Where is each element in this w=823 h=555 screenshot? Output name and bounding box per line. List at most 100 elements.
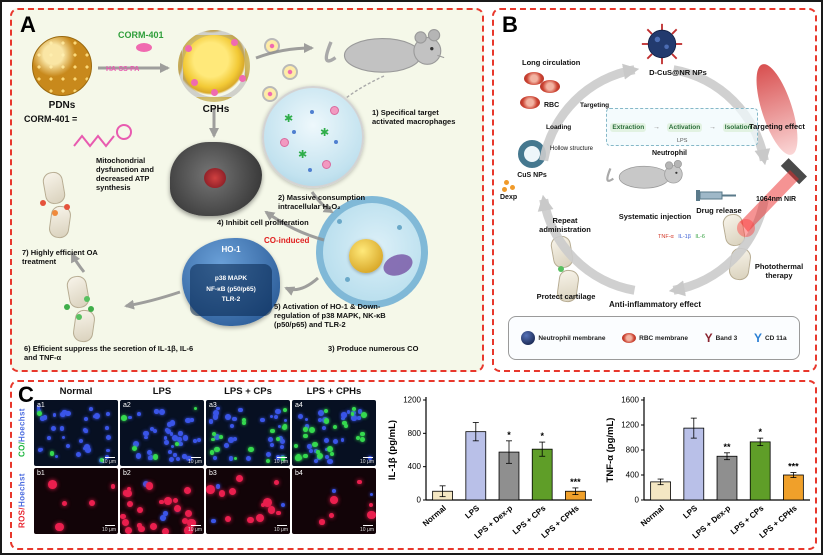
- vesicle-icon: [262, 86, 278, 102]
- repeat-administration-label: Repeat administration: [539, 216, 591, 235]
- signaling-cell-blob: HO-1 p38 MAPK NF-κB (p50/p65) TLR-2: [182, 238, 280, 326]
- legend-label: CD 11a: [764, 334, 787, 342]
- fluorescence-dot: [303, 427, 308, 432]
- micro-image-id: b4: [295, 470, 303, 477]
- fluorescence-dot: [105, 454, 110, 459]
- fluorescence-dot: [259, 417, 265, 423]
- fluorescence-dot: [37, 411, 42, 416]
- organelle-dot: [397, 225, 402, 230]
- neutrophil-process-box: Extraction → Activation → Isolation LPS: [606, 108, 758, 146]
- fluorescence-dot: [177, 437, 182, 442]
- fluorescence-dot: [136, 523, 142, 528]
- activated-macrophage-icon: ✱: [298, 149, 308, 161]
- fluorescence-dot: [40, 416, 46, 421]
- fluorescence-dot: [212, 409, 219, 416]
- protected-knee: [538, 234, 586, 304]
- scale-bar: [277, 457, 287, 458]
- scale-bar-label: 10 μm: [102, 459, 116, 465]
- fluorescence-dot: [232, 417, 237, 422]
- nanoparticle-dot-icon: [308, 168, 312, 172]
- fluorescence-dot: [233, 456, 237, 461]
- tnf-alpha-label: TNF-α: [658, 234, 674, 240]
- fluorescence-dot: [84, 417, 89, 422]
- x-tick-label: Normal: [639, 504, 666, 529]
- fluorescence-dot: [274, 408, 281, 415]
- micro-image-id: b2: [123, 470, 131, 477]
- fluorescence-dot: [121, 518, 129, 526]
- fluorescence-dot: [333, 425, 338, 429]
- dexp-label: Dexp: [500, 194, 518, 201]
- ho1-label: HO-1: [221, 245, 241, 254]
- legend-item-neutrophil-membrane: Neutrophil membrane: [521, 331, 606, 345]
- step3-label: 3) Produce numerous CO: [328, 344, 419, 353]
- fluorescence-dot: [214, 433, 221, 440]
- x-tick-label: Normal: [421, 504, 448, 529]
- fluorescence-dot: [366, 510, 376, 520]
- fluorescence-dot: [325, 454, 330, 459]
- mouse-illustration: [324, 29, 445, 73]
- y-tick-label: 400: [626, 471, 640, 480]
- macrophage-core: [204, 168, 226, 188]
- nir-laser-device: [780, 158, 807, 185]
- vesicle-icon: [264, 38, 280, 54]
- fluorescence-dot: [187, 518, 196, 527]
- nir-label: 1064nm NIR: [756, 196, 797, 203]
- nanoparticle-dot-icon: [310, 110, 314, 114]
- mitochondrial-label: Mitochondrial dysfunction and decreased …: [96, 156, 154, 193]
- fluorescence-dot: [48, 480, 58, 490]
- fluorescence-dot: [75, 451, 81, 458]
- panel-b-legend: Neutrophil membrane RBC membrane Y Band …: [508, 316, 800, 360]
- fluorescence-dot: [172, 435, 179, 441]
- fluorescence-dot: [182, 435, 189, 441]
- corm-molecule-icon: [136, 43, 152, 52]
- fluorescence-dot: [149, 426, 155, 432]
- synovium-zoom-circle: ✱ ✱ ✱: [262, 86, 364, 188]
- fluorescence-dot: [357, 479, 362, 484]
- fluorescence-dot: [359, 436, 365, 442]
- treatment-dot: [88, 306, 94, 312]
- mouse-illustration: [606, 159, 683, 189]
- fluorescence-dot: [169, 432, 174, 436]
- fluorescence-dot: [224, 515, 231, 522]
- fluorescence-dot: [360, 412, 367, 419]
- micro-image-b3: b3 10 μm: [206, 468, 290, 534]
- activated-macrophage-icon: ✱: [284, 113, 294, 125]
- lps-label: LPS: [677, 138, 688, 144]
- fluorescence-dot: [182, 454, 187, 459]
- micro-image-a2: a2 10 μm: [120, 400, 204, 466]
- fluorescence-dot: [61, 436, 65, 440]
- treatment-dot: [76, 314, 82, 320]
- fluorescence-dot: [54, 454, 58, 458]
- fluorescence-dot: [305, 417, 309, 421]
- fluorescence-dot: [62, 501, 68, 507]
- significance-marker: **: [723, 442, 731, 452]
- arrow-cell-to-pathway: [284, 276, 319, 296]
- fluorescence-dot: [211, 437, 215, 442]
- fluorescence-dot: [303, 433, 308, 439]
- corm-dot-icon: [211, 89, 218, 96]
- y-tick-label: 0: [417, 496, 422, 505]
- row-label-ros-hoechst: ROS/Hoechst: [15, 468, 29, 534]
- fluorescence-dot: [59, 426, 65, 431]
- inflamed-knee-illustration: [30, 170, 88, 240]
- arrow-right-icon: →: [709, 123, 716, 131]
- fluorescence-dot: [133, 441, 140, 447]
- syringe-icon: [696, 190, 736, 201]
- micro-image-a1: a1 10 μm: [34, 400, 118, 466]
- fluorescence-dot: [215, 406, 220, 411]
- fluorescence-dot: [165, 429, 171, 435]
- fluorescence-dot: [313, 458, 319, 464]
- scale-bar-label: 10 μm: [188, 527, 202, 533]
- micro-image-id: a2: [123, 402, 131, 409]
- scale-bar: [191, 525, 201, 526]
- fluorescence-dot: [168, 456, 175, 463]
- fluorescence-dot: [123, 489, 132, 498]
- fluorescence-dot: [270, 428, 275, 434]
- step1-label: 1) Specifical target activated macrophag…: [372, 108, 456, 127]
- fluorescence-dot: [323, 418, 329, 424]
- fluorescence-dot: [182, 517, 189, 524]
- fluorescence-dot: [352, 407, 356, 412]
- legend-item-band3: Y Band 3: [705, 332, 738, 344]
- targeting-label: Targeting: [580, 102, 610, 109]
